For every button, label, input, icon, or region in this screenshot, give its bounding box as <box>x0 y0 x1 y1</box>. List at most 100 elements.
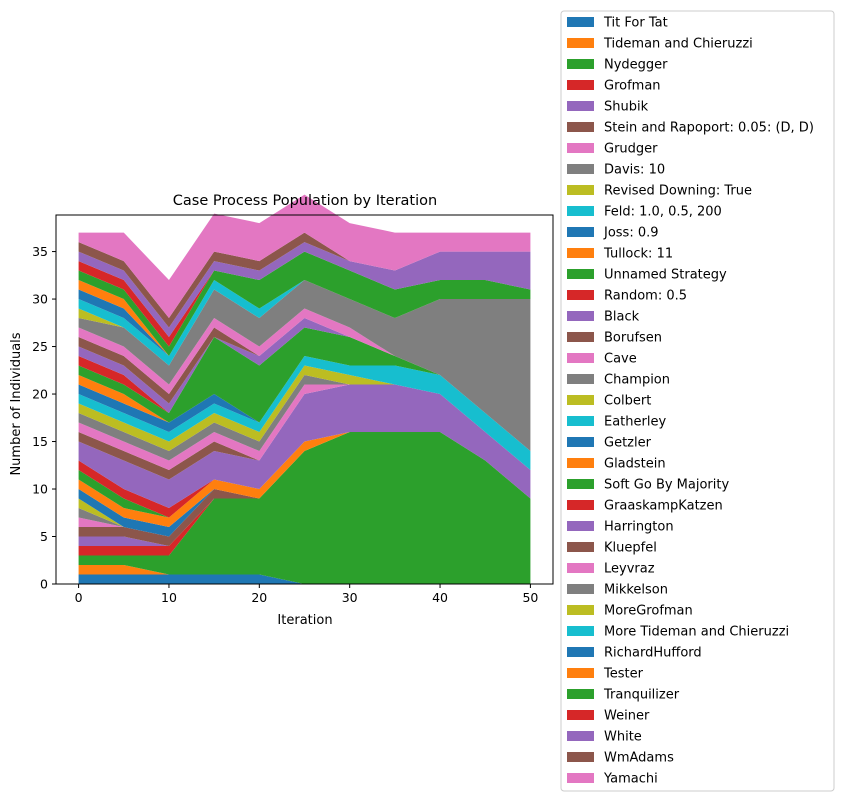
y-tick-label: 35 <box>32 244 48 259</box>
legend-swatch <box>567 605 594 615</box>
legend-entry-label: Gladstein <box>604 457 666 472</box>
legend-entry-label: Stein and Rapoport: 0.05: (D, D) <box>604 121 814 136</box>
x-tick-label: 20 <box>251 590 267 605</box>
y-tick-label: 15 <box>32 434 48 449</box>
legend-entry-label: Grofman <box>604 79 661 94</box>
y-tick-label: 30 <box>32 292 48 307</box>
y-tick-label: 5 <box>40 529 48 544</box>
legend-entry-label: Harrington <box>604 520 674 535</box>
y-axis-label: Number of Individuals <box>9 332 24 475</box>
legend-entry-label: Black <box>604 310 640 325</box>
legend-swatch <box>567 227 594 237</box>
legend-swatch <box>567 248 594 258</box>
x-tick-label: 30 <box>342 590 358 605</box>
area-series-1 <box>78 565 531 584</box>
x-axis-label: Iteration <box>277 613 332 628</box>
area-series-17 <box>78 375 531 471</box>
y-tick-label: 20 <box>32 387 48 402</box>
legend-entry-label: Joss: 0.9 <box>603 226 659 241</box>
legend-swatch <box>567 353 594 363</box>
legend-entry-label: Weiner <box>604 709 650 724</box>
area-layer <box>78 194 531 584</box>
area-series-22 <box>78 327 531 452</box>
legend-swatch <box>567 164 594 174</box>
legend-swatch <box>567 395 594 405</box>
legend-swatch <box>567 311 594 321</box>
legend-entry-label: Feld: 1.0, 0.5, 200 <box>604 205 722 220</box>
legend-entry-label: Getzler <box>604 436 652 451</box>
legend-swatch <box>567 374 594 384</box>
legend: Tit For Tat Tideman and Chieruzzi Nydegger… <box>560 10 835 792</box>
area-series-36 <box>78 194 531 319</box>
legend-swatch <box>567 185 594 195</box>
legend-swatch <box>567 773 594 783</box>
legend-swatch <box>567 59 594 69</box>
axes: 0 10 20 30 40 50 0 5 10 15 20 25 30 35 <box>32 214 554 605</box>
area-series-13 <box>78 432 531 518</box>
legend-swatch <box>567 731 594 741</box>
y-tick-label: 10 <box>32 482 48 497</box>
legend-entry-label: Leyvraz <box>604 562 655 577</box>
legend-swatch <box>567 143 594 153</box>
x-tick-label: 50 <box>522 590 538 605</box>
x-tick-label: 40 <box>432 590 448 605</box>
chart-title: Case Process Population by Iteration <box>173 193 437 209</box>
legend-swatch <box>567 521 594 531</box>
legend-entry-label: Soft Go By Majority <box>604 478 729 493</box>
legend-entry-label: Cave <box>604 352 637 367</box>
area-series-27 <box>78 280 531 452</box>
legend-entry-label: Unnamed Strategy <box>604 268 727 283</box>
legend-swatch <box>567 101 594 111</box>
area-series-3 <box>78 432 531 556</box>
legend-swatch <box>567 416 594 426</box>
legend-swatch <box>567 458 594 468</box>
y-tick-label: 25 <box>32 339 48 354</box>
legend-entry-label: Eatherley <box>604 415 666 430</box>
legend-swatch <box>567 38 594 48</box>
legend-entry-label: GraaskampKatzen <box>604 499 723 514</box>
area-series-14 <box>78 384 531 509</box>
legend-entry-label: Tranquilizer <box>603 688 680 703</box>
legend-entry-label: Tit For Tat <box>603 16 668 31</box>
legend-entry-label: Champion <box>604 373 670 388</box>
legend-swatch <box>567 626 594 636</box>
x-tick-label: 10 <box>161 590 177 605</box>
legend-swatch <box>567 80 594 90</box>
legend-swatch <box>567 269 594 279</box>
legend-swatch <box>567 122 594 132</box>
legend-entry-label: Tideman and Chieruzzi <box>603 37 753 52</box>
legend-swatch <box>567 563 594 573</box>
legend-swatch <box>567 479 594 489</box>
legend-swatch <box>567 542 594 552</box>
legend-entry-label: Tester <box>603 667 644 682</box>
legend-entry-label: Nydegger <box>604 58 668 73</box>
legend-swatch <box>567 752 594 762</box>
legend-swatch <box>567 290 594 300</box>
legend-swatch <box>567 500 594 510</box>
legend-swatch <box>567 689 594 699</box>
legend-entry-label: Revised Downing: True <box>604 184 752 199</box>
legend-entry-label: WmAdams <box>604 751 674 766</box>
area-series-10 <box>78 432 531 537</box>
area-series-0 <box>78 574 531 584</box>
legend-entry-label: Mikkelson <box>604 583 668 598</box>
legend-swatch <box>567 647 594 657</box>
legend-swatch <box>567 710 594 720</box>
legend-entry-label: Grudger <box>604 142 658 157</box>
legend-frame <box>560 10 835 792</box>
legend-entry-label: Davis: 10 <box>604 163 665 178</box>
area-series-16 <box>78 384 531 471</box>
plot-frame <box>55 214 554 585</box>
legend-entry-label: White <box>604 730 642 745</box>
area-series-5 <box>78 432 531 547</box>
legend-entry-label: RichardHufford <box>604 646 702 661</box>
legend-swatch <box>567 437 594 447</box>
y-tick-label: 0 <box>40 577 48 592</box>
legend-entry-label: More Tideman and Chieruzzi <box>604 625 789 640</box>
area-series-11 <box>78 432 531 528</box>
area-series-2 <box>78 432 531 584</box>
legend-swatch <box>567 17 594 27</box>
legend-entry-label: Kluepfel <box>604 541 657 556</box>
legend-entry-label: Borufsen <box>604 331 662 346</box>
